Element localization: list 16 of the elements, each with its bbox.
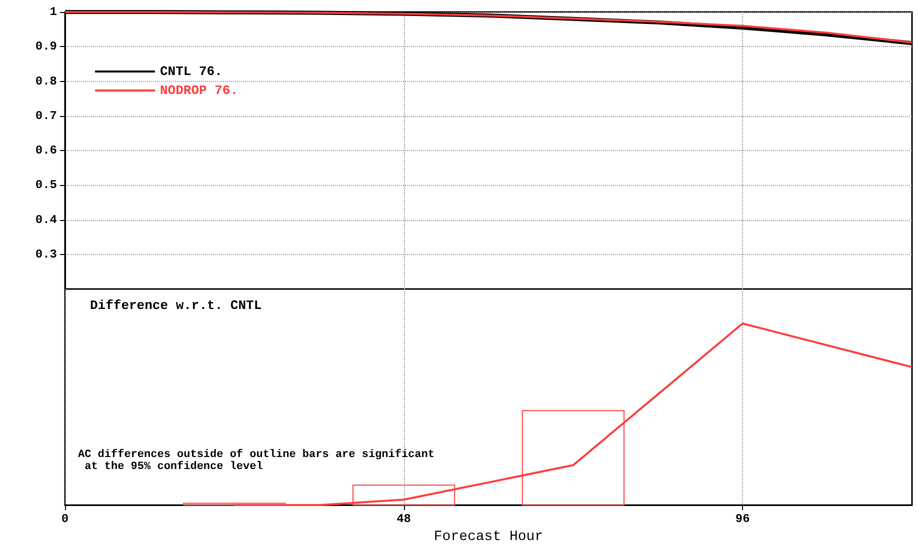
- x-tick-label: 48: [396, 512, 412, 526]
- x-axis-title: Forecast Hour: [434, 529, 544, 545]
- x-tick-label: 96: [735, 512, 750, 526]
- legend-label: NODROP 76.: [160, 83, 238, 98]
- text: Difference w.r.t. CNTL: [90, 298, 262, 313]
- x-tick-label: 0: [61, 512, 69, 526]
- y-tick-label: 0.4: [35, 212, 57, 227]
- y-tick-label: 0.8: [35, 74, 57, 88]
- legend-label: CNTL 76.: [160, 64, 222, 79]
- y-tick-label: 0.3: [35, 247, 57, 262]
- y-tick-label: 0.7: [35, 108, 57, 123]
- y-tick-label: 0.9: [35, 40, 57, 54]
- y-tick-label: 1: [50, 5, 57, 19]
- annotation: AC differences outside of outline bars are significant at the 95% confidence level: [78, 448, 434, 473]
- y-tick-label: 0.6: [35, 144, 57, 158]
- y-tick-label: 0.5: [35, 178, 57, 192]
